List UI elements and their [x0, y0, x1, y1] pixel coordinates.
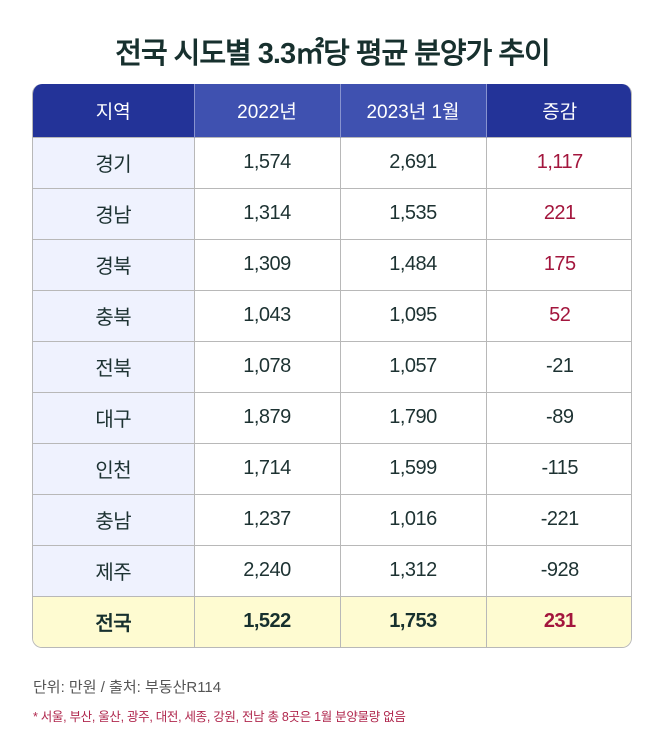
cell-2022: 1,714 [193, 442, 340, 494]
cell-2023-jan: 2,691 [339, 136, 486, 188]
cell-2022: 1,078 [193, 340, 340, 392]
cell-2023-jan: 1,535 [339, 187, 486, 239]
cell-2023-jan: 1,484 [339, 238, 486, 290]
cell-region: 경남 [33, 187, 194, 239]
cell-change: 1,117 [485, 136, 631, 188]
cell-2022: 1,314 [193, 187, 340, 239]
footnote-text: * 서울, 부산, 울산, 광주, 대전, 세종, 강원, 전남 총 8곳은 1… [33, 710, 406, 724]
cell-2023-jan: 1,057 [339, 340, 486, 392]
cell-2023-jan: 1,095 [339, 289, 486, 341]
cell-change: -89 [485, 391, 631, 443]
cell-2022: 1,237 [193, 493, 340, 545]
total-region: 전국 [33, 595, 194, 647]
header-row: 지역 2022년 2023년 1월 증감 [33, 84, 631, 137]
cell-2023-jan: 1,599 [339, 442, 486, 494]
chart-title: 전국 시도별 3.3㎡당 평균 분양가 추이 [115, 38, 550, 70]
table-row: 충북 1,043 1,095 52 [33, 289, 631, 341]
cell-2023-jan: 1,016 [339, 493, 486, 545]
cell-region: 충북 [33, 289, 194, 341]
unit-source-text: 단위: 만원 / 출처: 부동산R114 [33, 679, 222, 696]
header-region: 지역 [33, 84, 194, 137]
cell-region: 대구 [33, 391, 194, 443]
table-row: 대구 1,879 1,790 -89 [33, 391, 631, 443]
total-2022: 1,522 [193, 595, 340, 647]
cell-region: 경북 [33, 238, 194, 290]
cell-2022: 1,574 [193, 136, 340, 188]
cell-2022: 2,240 [193, 544, 340, 596]
cell-change: -21 [485, 340, 631, 392]
table-row: 인천 1,714 1,599 -115 [33, 442, 631, 494]
total-2023-jan: 1,753 [339, 595, 486, 647]
cell-change: -928 [485, 544, 631, 596]
total-row: 전국 1,522 1,753 231 [33, 595, 631, 647]
cell-2022: 1,309 [193, 238, 340, 290]
cell-2023-jan: 1,312 [339, 544, 486, 596]
table-row: 전북 1,078 1,057 -21 [33, 340, 631, 392]
cell-2022: 1,043 [193, 289, 340, 341]
cell-change: 221 [485, 187, 631, 239]
cell-region: 인천 [33, 442, 194, 494]
cell-change: 175 [485, 238, 631, 290]
table-row: 경기 1,574 2,691 1,117 [33, 136, 631, 188]
data-table: 지역 2022년 2023년 1월 증감 경기 1,574 2,691 1,11… [33, 84, 631, 647]
header-change: 증감 [485, 84, 631, 137]
price-table: 지역 2022년 2023년 1월 증감 경기 1,574 2,691 1,11… [32, 84, 632, 648]
cell-change: 52 [485, 289, 631, 341]
total-change: 231 [485, 595, 631, 647]
cell-2022: 1,879 [193, 391, 340, 443]
header-2023-jan: 2023년 1월 [339, 84, 486, 137]
cell-region: 제주 [33, 544, 194, 596]
footer: 단위: 만원 / 출처: 부동산R114 * 서울, 부산, 울산, 광주, 대… [33, 676, 406, 725]
table-row: 충남 1,237 1,016 -221 [33, 493, 631, 545]
cell-region: 충남 [33, 493, 194, 545]
cell-change: -115 [485, 442, 631, 494]
cell-change: -221 [485, 493, 631, 545]
table-row: 경남 1,314 1,535 221 [33, 187, 631, 239]
cell-region: 전북 [33, 340, 194, 392]
cell-2023-jan: 1,790 [339, 391, 486, 443]
table-row: 경북 1,309 1,484 175 [33, 238, 631, 290]
header-2022: 2022년 [193, 84, 340, 137]
cell-region: 경기 [33, 136, 194, 188]
table-row: 제주 2,240 1,312 -928 [33, 544, 631, 596]
